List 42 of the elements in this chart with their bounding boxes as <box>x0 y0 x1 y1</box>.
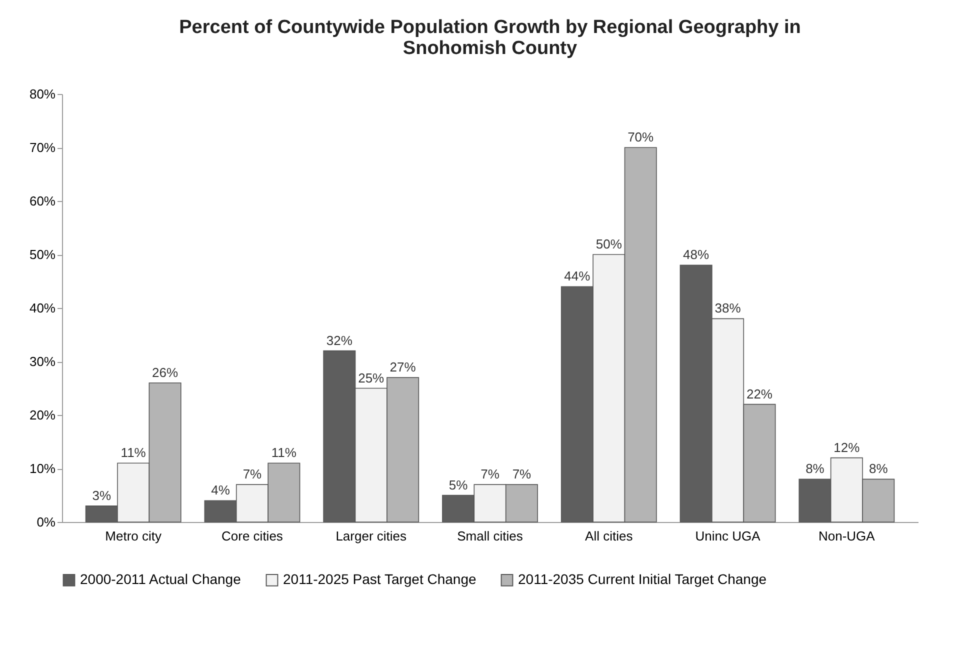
data-label: 26% <box>152 364 178 380</box>
data-label: 4% <box>211 482 230 498</box>
y-tick-label: 30% <box>29 354 56 369</box>
data-label: 27% <box>390 360 416 375</box>
x-tick-label: Non-UGA <box>818 528 876 544</box>
data-label: 48% <box>683 247 710 262</box>
data-label: 5% <box>448 477 468 492</box>
x-tick-label: Uninc UGA <box>695 528 761 544</box>
y-tick-label: 50% <box>29 247 56 262</box>
data-label: 38% <box>714 300 742 316</box>
y-tick-label: 80% <box>29 86 56 102</box>
data-label: 11% <box>120 445 146 460</box>
y-tick-label: 60% <box>29 194 56 208</box>
y-tick-label: 40% <box>29 300 56 316</box>
y-tick-label: 10% <box>29 461 56 476</box>
data-label: 32% <box>326 332 353 348</box>
legend-label: 2011-2035 Current Initial Target Change <box>518 571 767 588</box>
legend-label: 2000-2011 Actual Change <box>80 571 242 588</box>
x-tick-label: Small cities <box>457 528 524 544</box>
data-label: 25% <box>358 370 385 386</box>
y-tick-label: 20% <box>29 408 56 422</box>
legend-label: 2011-2025 Past Target Change <box>283 571 477 588</box>
y-tick-label: 0% <box>36 514 56 530</box>
data-label: 44% <box>564 268 591 284</box>
data-label: 50% <box>596 236 622 252</box>
y-tick-label: 70% <box>29 140 56 155</box>
text: Percent of Countywide Population Growth by Regional Geography in <box>179 17 801 38</box>
data-label: 12% <box>834 440 860 455</box>
x-tick-label: Larger cities <box>336 528 408 544</box>
x-tick-label: All cities <box>585 528 634 544</box>
data-label: 70% <box>628 130 654 144</box>
data-label: 8% <box>868 461 888 476</box>
data-label: 7% <box>480 466 500 482</box>
x-tick-label: Core cities <box>222 528 284 544</box>
text: Snohomish County <box>402 38 578 59</box>
data-label: 7% <box>512 466 532 482</box>
data-label: 7% <box>242 466 262 482</box>
x-tick-label: Metro city <box>105 528 162 544</box>
data-label: 11% <box>271 445 297 460</box>
data-label: 8% <box>806 461 825 476</box>
data-label: 3% <box>92 488 112 503</box>
data-label: 22% <box>746 386 773 402</box>
